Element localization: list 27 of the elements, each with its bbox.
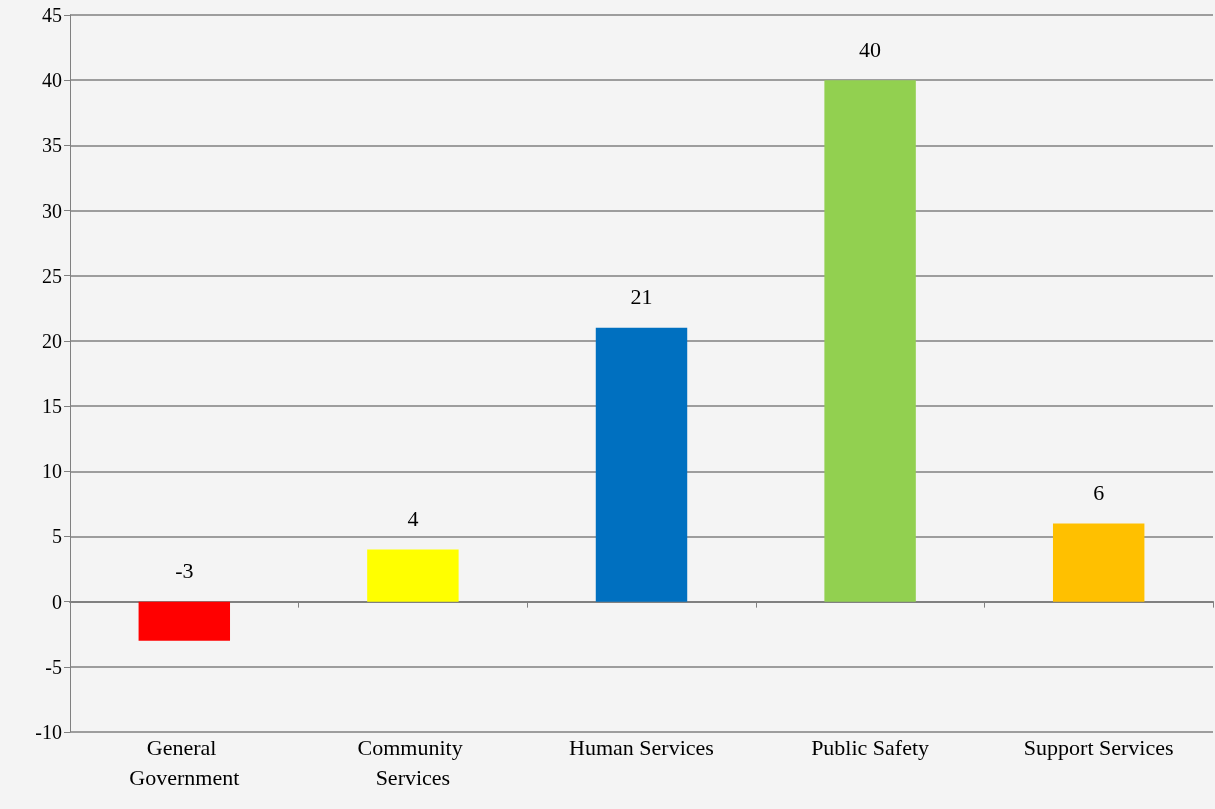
data-label: 40 xyxy=(859,36,882,62)
y-tick-label: 15 xyxy=(42,395,62,418)
bar xyxy=(824,80,916,602)
data-label: 21 xyxy=(630,284,653,310)
data-label: 6 xyxy=(1093,479,1105,505)
x-tick-label: Human Services xyxy=(569,734,714,760)
bar xyxy=(367,549,459,602)
y-tick-label: -5 xyxy=(45,655,62,678)
x-tick-label: General Government xyxy=(129,734,240,790)
y-tick-label: 40 xyxy=(42,69,62,92)
bar xyxy=(138,601,231,641)
y-tick-label: 25 xyxy=(42,264,62,287)
y-tick-label: 30 xyxy=(42,199,62,222)
y-tick-label: -10 xyxy=(35,721,62,743)
data-label: 4 xyxy=(407,505,419,531)
x-tick-label: Public Safety xyxy=(811,734,930,760)
y-tick-label: 10 xyxy=(42,460,62,483)
y-tick-label: 35 xyxy=(42,134,62,157)
bar xyxy=(595,327,688,602)
x-tick-label: Support Services xyxy=(1023,734,1174,760)
x-tick-label: Community Services xyxy=(357,734,469,790)
y-tick-label: 45 xyxy=(42,4,62,26)
data-label: -3 xyxy=(175,558,194,584)
y-tick-label: 0 xyxy=(52,590,62,613)
y-tick-label: 20 xyxy=(42,329,62,352)
bar xyxy=(1052,523,1145,602)
y-tick-label: 5 xyxy=(52,525,62,548)
